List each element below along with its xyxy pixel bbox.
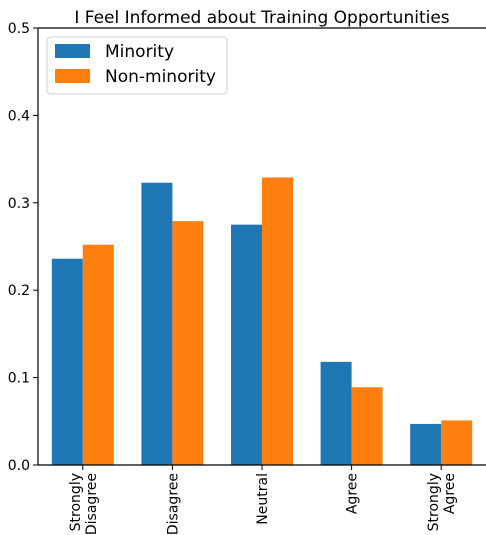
legend-swatch-non-minority [55, 69, 90, 83]
y-tick-label: 0.4 [8, 108, 30, 124]
bar-non-minority-1 [172, 221, 204, 465]
legend: Minority Non-minority [46, 36, 228, 95]
bar-non-minority-3 [351, 387, 383, 465]
x-tick-label: Neutral [255, 473, 271, 525]
y-tick-label: 0.1 [8, 371, 30, 387]
y-tick-label: 0.3 [8, 196, 30, 212]
bar-non-minority-4 [441, 420, 473, 465]
bar-minority-1 [141, 182, 173, 465]
y-tick-label: 0.2 [8, 283, 30, 299]
y-tick-label: 0.0 [8, 458, 30, 474]
y-tick-label: 0.5 [8, 21, 30, 37]
legend-label-minority: Minority [105, 42, 174, 62]
bar-minority-0 [51, 258, 83, 465]
x-tick-label: StronglyDisagree [68, 473, 100, 535]
bar-non-minority-2 [262, 177, 293, 466]
bars-group [51, 177, 473, 466]
x-tick-label: Agree [345, 473, 361, 514]
bar-minority-3 [320, 361, 352, 465]
bar-non-minority-0 [82, 244, 114, 465]
legend-label-non-minority: Non-minority [105, 67, 216, 87]
chart-title: I Feel Informed about Training Opportuni… [74, 8, 449, 28]
x-tick-label: Disagree [165, 473, 181, 535]
bar-minority-4 [410, 423, 442, 465]
legend-frame [46, 36, 228, 95]
y-ticks: 0.0 0.1 0.2 0.3 0.4 0.5 [8, 21, 38, 474]
legend-swatch-minority [55, 44, 90, 58]
x-tick-label: StronglyAgree [426, 473, 458, 531]
x-ticks: StronglyDisagree Disagree Neutral Agree Stro… [68, 465, 458, 535]
bar-minority-2 [231, 224, 262, 465]
